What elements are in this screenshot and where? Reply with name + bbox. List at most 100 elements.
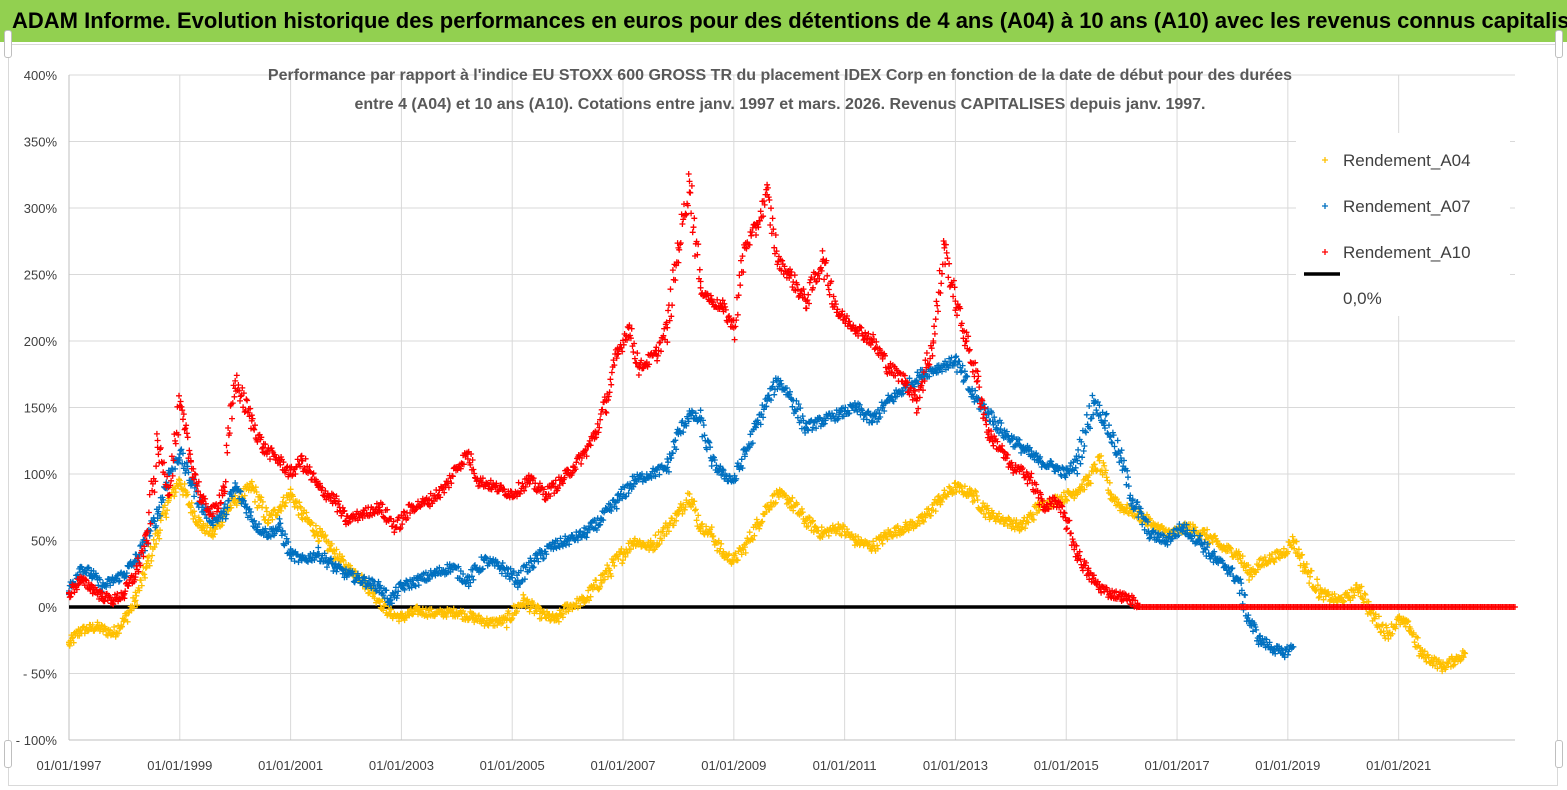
data-point — [268, 511, 275, 518]
data-point — [309, 520, 315, 526]
data-point — [1020, 517, 1027, 524]
data-point — [627, 332, 634, 339]
data-point — [950, 362, 957, 369]
data-point — [876, 410, 883, 417]
data-point — [1002, 431, 1009, 438]
data-point — [709, 533, 716, 540]
data-point — [1315, 594, 1322, 601]
data-point — [627, 335, 634, 342]
data-point — [984, 406, 991, 412]
data-point — [610, 557, 617, 564]
data-point — [870, 538, 877, 545]
data-point — [202, 495, 209, 502]
data-point — [646, 361, 653, 368]
data-point — [333, 546, 340, 553]
data-point — [327, 494, 334, 501]
data-point — [1100, 459, 1107, 466]
data-point — [152, 478, 159, 485]
data-point — [794, 281, 801, 288]
data-point — [789, 494, 796, 501]
data-point — [85, 628, 91, 635]
data-point — [77, 564, 84, 571]
data-point — [1242, 592, 1249, 599]
data-point — [647, 544, 654, 551]
data-point — [786, 497, 793, 504]
data-point — [1069, 536, 1076, 543]
data-point — [874, 542, 881, 549]
data-point — [1074, 470, 1081, 477]
data-point — [614, 497, 621, 504]
data-point — [932, 316, 939, 323]
data-point — [110, 630, 117, 637]
data-point — [1227, 544, 1234, 551]
data-point — [1461, 649, 1468, 656]
data-point — [1220, 560, 1226, 567]
data-point — [214, 518, 221, 525]
data-point — [144, 527, 151, 534]
data-point — [1062, 474, 1069, 481]
data-point — [665, 307, 672, 314]
data-point — [312, 522, 319, 529]
data-point — [172, 489, 179, 496]
data-point — [980, 401, 987, 408]
data-point — [237, 488, 244, 495]
data-point — [1063, 526, 1070, 533]
data-point — [1316, 593, 1323, 600]
data-point — [476, 612, 482, 619]
data-point — [251, 426, 258, 433]
data-point — [160, 496, 167, 503]
data-point — [176, 451, 183, 458]
data-point — [983, 421, 990, 428]
data-point — [479, 566, 486, 573]
x-tick-label: 01/01/2007 — [590, 758, 655, 773]
data-point — [503, 617, 510, 624]
data-point — [138, 577, 144, 584]
data-point — [817, 264, 824, 271]
data-point — [982, 417, 989, 424]
data-point — [526, 480, 533, 487]
data-point — [331, 550, 338, 557]
data-point — [952, 358, 959, 364]
data-point — [450, 605, 457, 612]
data-point — [628, 325, 635, 332]
data-point — [328, 555, 334, 562]
data-point — [253, 489, 260, 495]
data-point — [1113, 452, 1120, 458]
data-point — [664, 464, 671, 471]
data-point — [151, 544, 158, 551]
data-point — [901, 528, 907, 535]
data-point — [252, 422, 258, 429]
data-point — [1110, 432, 1117, 439]
data-point — [994, 426, 1001, 433]
data-point — [926, 361, 933, 368]
y-tick-label: - 100% — [16, 733, 58, 748]
data-point — [247, 405, 254, 412]
data-point — [856, 401, 863, 408]
data-point — [610, 357, 617, 364]
data-point — [682, 210, 689, 217]
data-point — [586, 523, 592, 530]
data-point — [794, 406, 801, 413]
data-point — [398, 614, 405, 621]
data-point — [802, 517, 809, 524]
data-point — [732, 550, 739, 557]
y-tick-label: 50% — [31, 534, 57, 549]
data-point — [1266, 639, 1273, 646]
data-point — [1073, 542, 1080, 549]
data-point — [972, 387, 979, 394]
data-point — [347, 518, 353, 525]
data-point — [1306, 580, 1313, 587]
data-point — [741, 544, 748, 551]
data-point — [1379, 621, 1386, 628]
data-point — [1280, 545, 1287, 552]
data-point — [964, 373, 971, 380]
data-point — [721, 300, 728, 307]
data-point — [846, 410, 853, 417]
data-point — [893, 532, 900, 539]
data-point — [153, 430, 160, 437]
data-point — [933, 298, 940, 305]
data-point — [1111, 443, 1118, 450]
data-point — [760, 213, 767, 220]
data-point — [177, 398, 184, 405]
data-point — [168, 453, 175, 460]
